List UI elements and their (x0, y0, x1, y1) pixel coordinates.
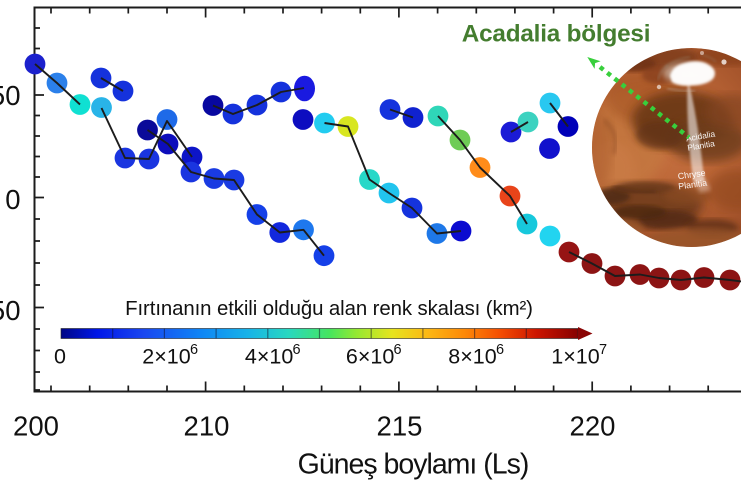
svg-text:220: 220 (570, 411, 616, 442)
svg-text:Güneş boylamı (Ls): Güneş boylamı (Ls) (298, 449, 529, 481)
svg-text:Planitia: Planitia (678, 178, 708, 192)
svg-text:6: 6 (190, 342, 198, 358)
svg-text:Chryse: Chryse (677, 168, 706, 182)
svg-text:6: 6 (293, 342, 301, 358)
svg-text:1×10: 1×10 (551, 345, 599, 369)
svg-text:50: 50 (0, 80, 21, 111)
svg-text:8×10: 8×10 (448, 345, 496, 369)
svg-text:Fırtınanın etkili olduğu alan: Fırtınanın etkili olduğu alan renk skala… (125, 298, 533, 320)
svg-text:2×10: 2×10 (142, 345, 190, 369)
svg-text:Planitia: Planitia (687, 138, 716, 153)
svg-text:215: 215 (377, 411, 423, 442)
svg-text:6×10: 6×10 (346, 345, 394, 369)
svg-text:6: 6 (496, 342, 504, 358)
svg-text:210: 210 (184, 411, 230, 442)
svg-text:200: 200 (13, 411, 59, 442)
svg-text:50: 50 (0, 295, 21, 326)
svg-text:0: 0 (54, 345, 66, 369)
svg-text:7: 7 (599, 342, 607, 358)
svg-text:4×10: 4×10 (245, 345, 293, 369)
svg-text:Acadalia bölgesi: Acadalia bölgesi (462, 21, 651, 48)
svg-text:0: 0 (5, 184, 20, 215)
svg-text:6: 6 (394, 342, 402, 358)
